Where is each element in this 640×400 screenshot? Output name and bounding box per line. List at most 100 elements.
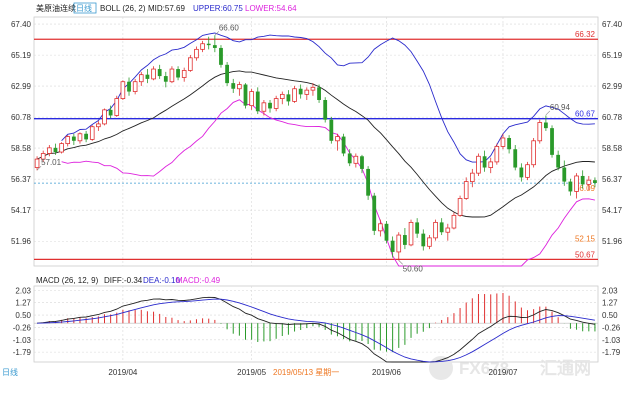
price-y-tick-left: 62.99 (11, 82, 32, 91)
candle-body (329, 119, 334, 141)
macd-diff-label: DIFF:-0.34 (104, 276, 143, 285)
candle-body (360, 156, 364, 169)
annotation-label: 57.01 (41, 158, 62, 167)
horizontal-line-label: 60.67 (575, 110, 596, 119)
candle-body (519, 167, 524, 178)
candle-body (593, 180, 597, 183)
price-y-tick-left: 54.17 (11, 206, 32, 215)
candle-body (176, 69, 180, 78)
price-y-tick-left: 51.96 (11, 237, 32, 246)
macd-y-tick-right: 0.50 (602, 311, 618, 320)
period-badge-label: 日线 (76, 3, 92, 13)
candle-body (451, 214, 457, 229)
candle-body (65, 136, 71, 145)
candle-body (268, 102, 272, 109)
candle-body (84, 133, 89, 140)
candle-body (102, 109, 107, 125)
candle-body (408, 221, 414, 246)
macd-diff-line (37, 296, 595, 363)
candle-body (390, 240, 395, 252)
price-y-tick-left: 58.58 (11, 144, 32, 153)
candle-body (47, 147, 52, 154)
boll-mid-label: MID:57.69 (148, 4, 185, 13)
macd-y-tick-left: 2.03 (15, 286, 31, 295)
x-tick-label: 2019/04 (108, 368, 137, 377)
watermark-text-a: FX678 (459, 359, 509, 378)
boll-upper-line (61, 32, 595, 163)
candle-body (488, 161, 494, 168)
price-y-tick-right: 62.99 (602, 82, 623, 91)
candle-body (181, 70, 187, 78)
candle-body (163, 76, 168, 82)
candle-body (378, 223, 383, 232)
hover-date-label: 2019/05/13 星期一 (273, 368, 339, 377)
macd-indicator-name: MACD (26, 12, 9) (36, 276, 99, 285)
candle-body (556, 154, 561, 168)
candle-body (317, 87, 321, 100)
candle-body (396, 234, 402, 253)
candle-body (194, 48, 199, 59)
boll-lower-line (61, 99, 595, 267)
price-panel-frame (33, 16, 599, 267)
candle-body (531, 140, 536, 166)
candle-body (402, 235, 407, 245)
price-y-tick-right: 58.58 (602, 144, 623, 153)
price-y-tick-left: 67.40 (11, 20, 32, 29)
candle-body (415, 222, 420, 234)
candle-body (243, 84, 248, 106)
price-y-tick-left: 60.78 (11, 113, 32, 122)
price-y-tick-left: 56.37 (11, 175, 32, 184)
macd-y-tick-left: -1.79 (13, 348, 32, 357)
candle-body (550, 128, 554, 155)
bottom-period-label[interactable]: 日线 (2, 367, 18, 377)
candle-body (463, 181, 469, 199)
candle-body (372, 195, 377, 231)
macd-y-tick-left: -0.26 (13, 323, 32, 332)
candle-body (59, 143, 64, 153)
candle-body (427, 237, 432, 247)
candle-body (219, 47, 223, 65)
candle-body (433, 221, 438, 239)
candle-body (188, 57, 193, 71)
current-price-label: 56.09 (575, 184, 596, 193)
macd-value-label: MACD:-0.49 (176, 276, 221, 285)
candle-body (53, 147, 58, 153)
x-tick-label: 2019/07 (489, 368, 518, 377)
candle-body (225, 64, 230, 84)
macd-y-tick-right: -1.03 (602, 336, 621, 345)
period-badge[interactable] (73, 2, 97, 14)
candle-body (77, 133, 83, 142)
candle-body (261, 102, 267, 112)
price-y-tick-left: 65.19 (11, 51, 32, 60)
macd-y-tick-right: 2.03 (602, 286, 618, 295)
candle-body (206, 43, 211, 46)
candle-body (525, 164, 530, 178)
boll-indicator-name: BOLL (26, 2) (100, 4, 146, 13)
annotation-pointer (36, 165, 42, 171)
candle-body (231, 83, 236, 89)
annotation-label: 50.60 (403, 264, 424, 273)
candle-body (157, 69, 162, 77)
candle-body (470, 172, 475, 182)
candle-body (200, 43, 205, 50)
candle-body (169, 68, 175, 83)
y-axis-right: 67.40 65.19 62.99 60.78 58.58 56.37 54.17 51.96… (602, 20, 623, 357)
horizontal-line-label: 66.32 (575, 30, 596, 39)
candle-body (138, 74, 144, 83)
candle-body (476, 155, 481, 174)
watermark: FX678 汇通网 (429, 356, 591, 380)
horizontal-line-label: 50.67 (575, 250, 596, 259)
price-annotations: 66.60 57.01 50.60 60.94 (36, 23, 570, 273)
candle-body (71, 136, 76, 141)
extra-price-label: 52.15 (575, 235, 596, 244)
candle-body (341, 136, 346, 154)
candle-body (335, 136, 340, 142)
candle-body (580, 175, 585, 185)
candle-body (249, 91, 254, 107)
macd-panel-frame (33, 285, 599, 363)
macd-y-tick-left: 1.27 (15, 299, 31, 308)
candle-body (457, 198, 463, 216)
macd-y-tick-right: 1.27 (602, 299, 618, 308)
